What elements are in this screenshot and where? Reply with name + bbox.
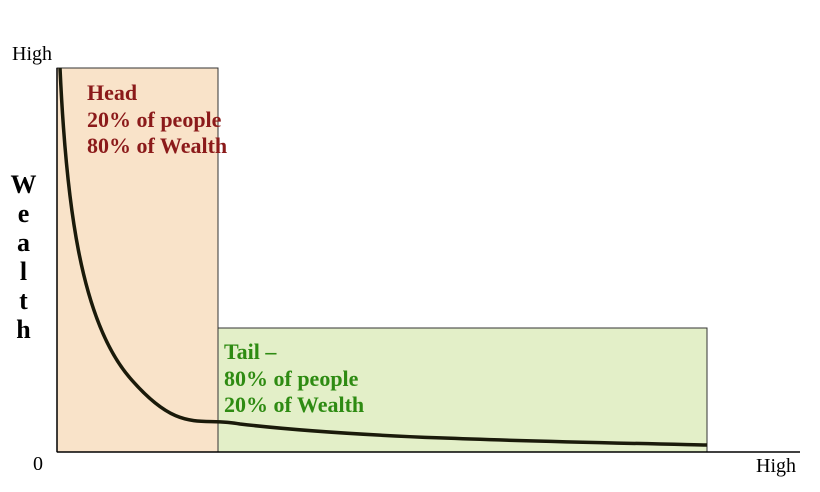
- head-text: 80% of Wealth: [87, 133, 227, 158]
- curve: [58, 67, 708, 447]
- head-text: Head: [87, 80, 137, 105]
- y-axis-title: Wealth: [9, 170, 38, 344]
- x-high-label: High: [756, 455, 796, 477]
- head-text: 20% of people: [87, 107, 222, 132]
- tail-text: 80% of people: [224, 366, 359, 391]
- y-high-label: High: [12, 43, 52, 65]
- tail-text: 20% of Wealth: [224, 392, 364, 417]
- origin-label: 0: [33, 453, 43, 475]
- tail-text: Tail –: [224, 339, 277, 364]
